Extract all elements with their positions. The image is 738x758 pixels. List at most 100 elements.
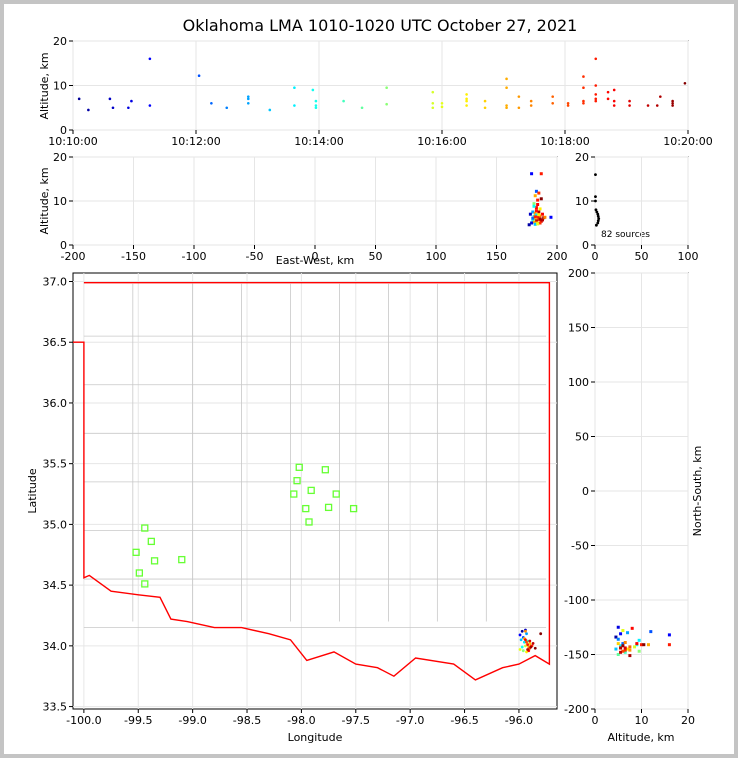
- time-altitude-point: [505, 77, 508, 81]
- eastwest-point: [537, 210, 541, 214]
- altitude-northsouth-panel: North-South, km Altitude, km 0 10 20 -200 -1…: [564, 267, 704, 744]
- northsouth-point: [614, 635, 618, 639]
- plan-view-point: [518, 633, 522, 637]
- eastwest-altitude-ylabel: Altitude, km: [38, 167, 51, 234]
- histogram-ytick-label: 10: [575, 195, 589, 208]
- time-altitude-point: [594, 99, 598, 103]
- histogram-point: [597, 217, 601, 221]
- northsouth-point: [623, 646, 627, 650]
- station-marker: [147, 537, 155, 546]
- plan-view-ytick-label: 33.5: [43, 701, 68, 714]
- station-marker: [324, 503, 333, 512]
- time-altitude-point: [551, 102, 554, 105]
- northsouth-xtick-label: 0: [592, 714, 599, 727]
- time-altitude-point: [582, 99, 585, 103]
- plan-view-point: [526, 648, 530, 651]
- northsouth-point: [637, 638, 641, 642]
- time-altitude-point: [246, 102, 250, 105]
- histogram-point: [594, 208, 598, 212]
- northsouth-point: [626, 647, 630, 651]
- eastwest-xtick-label: 50: [369, 250, 383, 263]
- time-altitude-point: [431, 90, 435, 94]
- northsouth-point: [614, 647, 618, 651]
- northsouth-point: [619, 632, 623, 636]
- station-marker: [332, 490, 340, 498]
- histogram-xtick-label: 0: [592, 250, 599, 263]
- northsouth-point: [649, 630, 653, 634]
- eastwest-point: [534, 209, 538, 213]
- northsouth-ytick-label: -200: [564, 703, 589, 716]
- time-altitude-point: [197, 74, 201, 78]
- northsouth-ytick-label: 200: [568, 267, 589, 280]
- time-altitude-point: [594, 93, 598, 96]
- time-altitude-point: [594, 97, 598, 101]
- time-altitude-point: [127, 106, 130, 110]
- time-altitude-point: [246, 95, 250, 98]
- figure-canvas: Oklahoma LMA 1010-1020 UTC October 27, 2…: [26, 16, 713, 744]
- northsouth-point: [635, 642, 639, 646]
- time-altitude-point: [671, 102, 674, 105]
- time-altitude-point: [612, 99, 616, 103]
- station-marker: [141, 580, 149, 588]
- histogram-point: [596, 212, 600, 216]
- northsouth-ytick-label: -150: [564, 649, 589, 662]
- eastwest-point: [536, 215, 540, 219]
- time-altitude-point: [683, 81, 687, 85]
- northsouth-point: [630, 626, 634, 630]
- northsouth-point: [623, 650, 627, 654]
- northsouth-point: [621, 629, 625, 633]
- plan-view-ytick-label: 34.5: [43, 579, 68, 592]
- time-altitude-point: [440, 102, 444, 105]
- plan-view-xtick-label: -96.5: [450, 714, 478, 727]
- northsouth-point: [621, 642, 625, 646]
- plan-view-ylabel: Latitude: [26, 468, 39, 514]
- station-marker: [305, 518, 313, 526]
- time-altitude-point: [210, 102, 213, 105]
- eastwest-point: [532, 220, 536, 224]
- eastwest-point: [533, 211, 537, 215]
- plan-view-point: [526, 643, 530, 647]
- northsouth-point: [623, 641, 627, 645]
- time-altitude-point: [314, 106, 318, 110]
- plan-view-ytick-label: 37.0: [43, 276, 68, 289]
- plan-view-xlabel: Longitude: [288, 731, 343, 744]
- time-altitude-point: [606, 97, 610, 101]
- eastwest-xtick-label: -200: [61, 250, 86, 263]
- eastwest-point: [534, 206, 538, 210]
- plan-view-point: [529, 645, 533, 649]
- time-altitude-point: [246, 97, 250, 101]
- time-altitude-point: [130, 99, 133, 103]
- eastwest-point: [531, 216, 535, 220]
- state-border: [73, 282, 551, 681]
- time-altitude-point: [87, 108, 90, 112]
- northsouth-point: [628, 645, 632, 649]
- station-marker: [321, 466, 329, 474]
- northsouth-xlabel: Altitude, km: [607, 731, 674, 744]
- time-altitude-point: [628, 104, 631, 107]
- plan-view-point: [533, 646, 537, 650]
- eastwest-xtick-label: 200: [547, 250, 568, 263]
- station-marker: [349, 504, 358, 513]
- time-altitude-xtick-label: 10:14:00: [294, 135, 343, 148]
- eastwest-point: [539, 197, 543, 201]
- time-altitude-point: [385, 102, 388, 106]
- plan-view-point: [525, 640, 528, 644]
- plan-view-ytick-label: 35.5: [43, 458, 68, 471]
- time-altitude-point: [431, 106, 435, 110]
- time-altitude-point: [517, 106, 521, 110]
- eastwest-point: [534, 189, 538, 193]
- time-altitude-point: [612, 88, 616, 92]
- time-altitude-point: [628, 99, 631, 103]
- histogram-point: [596, 219, 600, 223]
- station-marker: [150, 557, 159, 565]
- eastwest-point: [538, 221, 542, 225]
- eastwest-point: [536, 222, 540, 226]
- plan-view-point: [522, 640, 526, 644]
- northsouth-ytick-label: 100: [568, 376, 589, 389]
- eastwest-point: [538, 207, 542, 211]
- time-altitude-point: [646, 104, 650, 107]
- station-marker: [178, 555, 186, 564]
- time-altitude-point: [293, 104, 296, 107]
- northsouth-point: [621, 649, 625, 653]
- plan-view-xtick-label: -99.5: [124, 714, 152, 727]
